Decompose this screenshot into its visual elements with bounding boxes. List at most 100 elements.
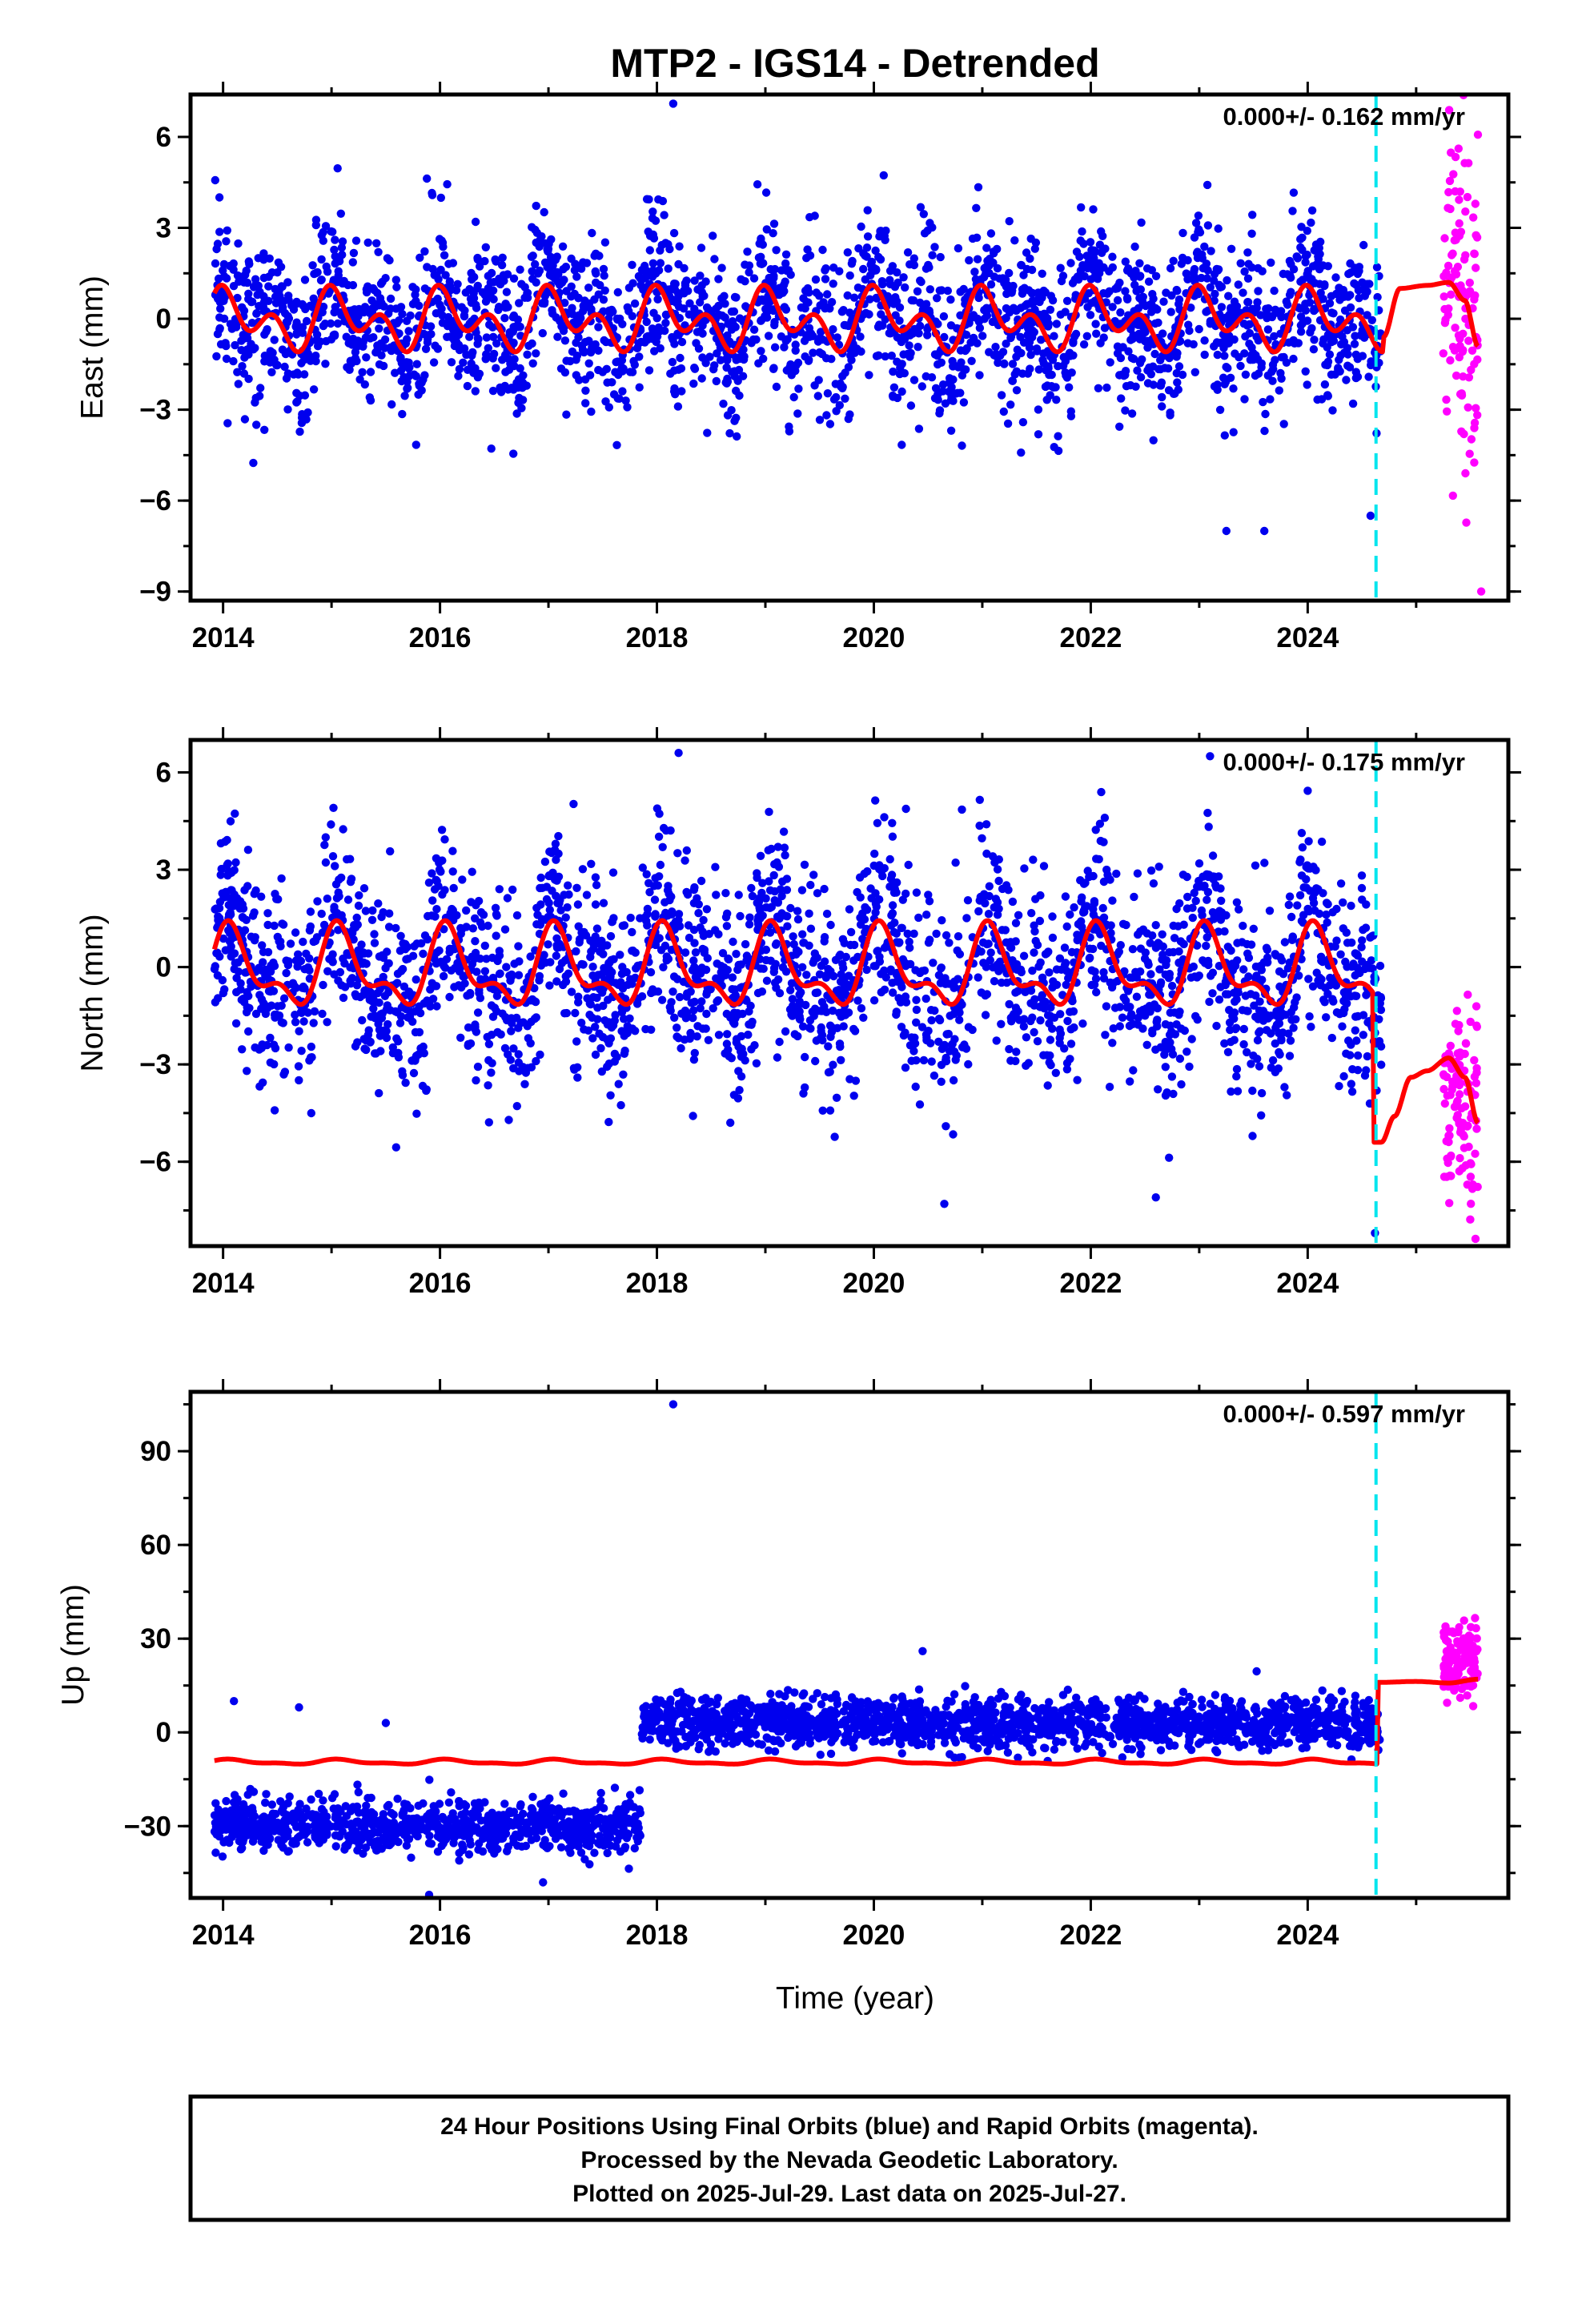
final-point <box>840 320 849 330</box>
final-point <box>892 977 901 986</box>
final-point <box>656 946 666 955</box>
final-point <box>1159 297 1168 306</box>
final-point <box>1011 937 1020 946</box>
rapid-point <box>1456 334 1464 344</box>
final-point <box>338 237 347 246</box>
y-tick-label: 6 <box>156 122 171 153</box>
final-point <box>1169 256 1178 265</box>
final-point <box>827 355 836 364</box>
final-point <box>484 271 492 280</box>
final-point <box>1153 305 1162 314</box>
final-point <box>1335 356 1343 364</box>
final-point <box>588 1034 597 1043</box>
final-point <box>536 873 545 883</box>
final-point <box>573 1073 582 1082</box>
final-point <box>1198 911 1207 920</box>
final-point <box>1359 333 1369 342</box>
final-point <box>917 1023 927 1031</box>
final-point <box>1091 320 1100 328</box>
final-point <box>1274 1064 1283 1073</box>
final-point <box>669 228 679 238</box>
final-point <box>1335 367 1344 376</box>
final-point <box>597 936 606 946</box>
final-point <box>736 911 745 921</box>
final-point <box>674 910 684 919</box>
final-point <box>912 995 921 1004</box>
final-point <box>473 1062 483 1072</box>
final-point <box>295 1076 303 1085</box>
final-point <box>1316 237 1325 247</box>
final-point <box>1083 303 1092 312</box>
final-point <box>360 303 370 312</box>
final-point <box>596 1043 605 1053</box>
final-point <box>1115 1003 1125 1011</box>
final-point <box>877 970 885 979</box>
final-point <box>1188 913 1198 923</box>
final-point <box>626 913 635 923</box>
final-point <box>1310 304 1319 314</box>
final-point <box>928 223 937 232</box>
final-point <box>844 363 853 372</box>
final-point <box>872 266 881 275</box>
rapid-point <box>1472 263 1480 272</box>
final-point <box>428 995 438 1003</box>
final-point <box>243 882 252 891</box>
final-point <box>991 343 1000 352</box>
final-point <box>823 290 832 299</box>
final-point <box>1146 939 1154 947</box>
final-point <box>295 392 304 400</box>
final-point <box>1162 288 1170 297</box>
final-point <box>834 1008 844 1018</box>
final-point <box>297 359 306 368</box>
final-point <box>1173 287 1182 296</box>
final-point <box>1008 897 1018 907</box>
final-point <box>669 987 677 996</box>
final-point <box>770 318 779 327</box>
final-point <box>1317 837 1327 846</box>
final-point <box>445 992 454 1002</box>
final-point <box>357 940 366 949</box>
final-point <box>879 171 889 180</box>
rapid-point <box>1443 407 1452 416</box>
final-point <box>491 903 500 913</box>
rapid-point <box>1455 195 1464 204</box>
final-point <box>516 364 524 373</box>
final-point <box>1239 921 1247 931</box>
plot-area <box>211 94 1486 601</box>
final-point <box>1268 1055 1278 1065</box>
final-point <box>500 381 509 391</box>
final-point <box>1027 909 1036 918</box>
final-point <box>1287 259 1295 268</box>
final-point <box>833 333 842 342</box>
final-point <box>602 364 611 373</box>
final-point <box>676 353 685 363</box>
final-point <box>909 254 919 263</box>
final-point <box>637 992 647 1001</box>
final-point <box>1190 264 1199 274</box>
final-point <box>1177 1080 1186 1089</box>
final-point <box>865 371 873 380</box>
final-point <box>1099 289 1108 298</box>
final-point <box>1144 960 1153 970</box>
final-point <box>591 900 600 909</box>
final-point <box>284 957 293 966</box>
final-point <box>777 266 786 275</box>
final-point <box>1363 1051 1372 1061</box>
final-point <box>909 376 919 384</box>
final-point <box>307 1108 315 1118</box>
final-point <box>720 292 729 300</box>
final-point <box>829 279 837 288</box>
final-point <box>449 883 458 893</box>
final-point <box>1348 323 1358 332</box>
final-point <box>433 294 442 304</box>
final-point <box>400 392 409 400</box>
final-point <box>248 911 258 920</box>
final-point <box>348 926 357 935</box>
rate-annotation: 0.000+/- 0.162 mm/yr <box>1223 103 1465 131</box>
final-point <box>295 1027 303 1035</box>
final-point <box>942 1030 951 1039</box>
final-point <box>1207 971 1215 980</box>
final-point <box>584 359 593 368</box>
final-point <box>1070 1023 1078 1032</box>
final-point <box>1289 354 1298 364</box>
